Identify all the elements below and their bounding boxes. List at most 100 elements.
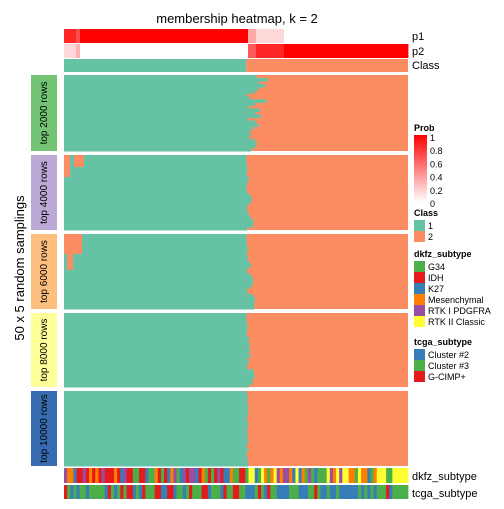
p2-cell [76,44,81,58]
tcga-subtype-cell [145,485,149,499]
p1-cell [288,29,293,43]
tcga-subtype-cell [173,485,177,499]
heatmap-row [64,234,247,238]
dkfz-subtype-cell [236,468,240,483]
p1-cell [132,29,137,43]
tcga-subtype-cell [376,485,381,499]
heatmap-row [64,120,257,125]
annotation-label: p2 [412,46,424,58]
dkfz-subtype-cell [245,468,249,483]
p1-cell [208,29,213,43]
legend-item-label: RTK II Classic [428,317,485,327]
legend-item-label: RTK I PDGFRA [428,306,491,316]
tcga-subtype-cell [251,485,256,499]
dkfz-subtype-cell [320,468,324,483]
p2-cell [96,44,101,58]
tcga-subtype-cell [357,485,362,499]
p2-cell [220,44,225,58]
dkfz-subtype-cell [135,468,140,483]
dkfz-subtype-cell [107,468,112,483]
legend-swatch [414,294,425,305]
heatmap-row [64,197,252,201]
heatmap-row [64,369,254,373]
dkfz-subtype-cell [248,468,253,483]
tcga-subtype-cell [301,485,306,499]
heatmap-row [64,78,269,82]
tcga-subtype-cell [292,485,296,499]
heatmap-row [64,141,257,146]
tcga-subtype-cell [179,485,184,499]
row-group-labels: top 2000 rows top 4000 rows top 6000 rows t… [31,75,57,466]
heatmap-row [64,291,248,295]
p1-cell [172,29,177,43]
heatmap-row [64,463,249,467]
dkfz-subtype-cell [361,468,365,483]
y-axis-label: 50 x 5 random samplings [12,195,27,341]
p2-cell [316,44,321,58]
heatmap-row [64,415,248,419]
p1-cell [216,29,221,43]
dkfz-subtype-cell [342,468,346,483]
tcga-subtype-cell [104,485,109,499]
dkfz-subtype-cell [398,468,403,483]
dkfz-subtype-cell [185,468,190,483]
heatmap-row [64,357,248,361]
tcga-subtype-cell [279,485,284,499]
chart-title: membership heatmap, k = 2 [156,11,318,26]
tcga-subtype-cell [304,485,309,499]
prob-tick-label: 0.8 [430,146,443,156]
p1-cell [272,29,277,43]
p2-cell [88,44,93,58]
p2-cell [284,44,289,58]
heatmap-row [64,270,247,274]
dkfz-subtype-cell [386,468,390,483]
heatmap-row [64,108,261,112]
tcga-subtype-cell [370,485,374,499]
heatmap-row [64,336,250,341]
p2-cell [384,44,389,58]
heatmap-row [64,430,248,434]
dkfz-subtype-cell [126,468,131,483]
tcga-subtype-cell [236,485,240,499]
p1-cell [392,29,397,43]
dkfz-subtype-cell [70,468,74,483]
heatmap-row [64,240,247,244]
dkfz-subtype-cell [198,468,202,483]
heatmap-row [64,111,256,116]
tcga-subtype-cell [126,485,131,499]
legend-item-label: 1 [428,221,433,231]
dkfz-subtype-cell [323,468,328,483]
p2-cell [84,44,89,58]
tcga-subtype-cell [129,485,134,499]
tcga-subtype-cell [226,485,231,499]
heatmap-row [64,448,249,452]
p1-cell [228,29,233,43]
tcga-subtype-cell [404,485,409,499]
annotation-label: tcga_subtype [412,488,477,500]
p1-cell [240,29,245,43]
p1-cell [196,29,201,43]
annotation-label: Class [412,60,440,72]
tcga-subtype-cell [204,485,209,499]
p2-cell [304,44,309,58]
dkfz-subtype-cell [301,468,306,483]
dkfz-subtype-cell [286,468,290,483]
p2-cell [276,44,281,58]
p2-cell [136,44,141,58]
p2-cell [264,44,269,58]
heatmap-row [64,87,259,91]
p1-cell [76,29,81,43]
heatmap-patch [67,254,73,270]
tcga-subtype-cell [332,485,337,499]
dkfz-subtype-cell [142,468,146,483]
heatmap-row [64,75,257,79]
heatmap-row [64,279,254,283]
p2-cell [196,44,201,58]
heatmap-row [64,460,248,464]
tcga-subtype-cell [70,485,74,499]
p1-cell [356,29,361,43]
dkfz-subtype-cell [223,468,228,483]
class-cell [246,59,408,72]
p1-cell [336,29,341,43]
tcga-subtype-cell [148,485,152,499]
